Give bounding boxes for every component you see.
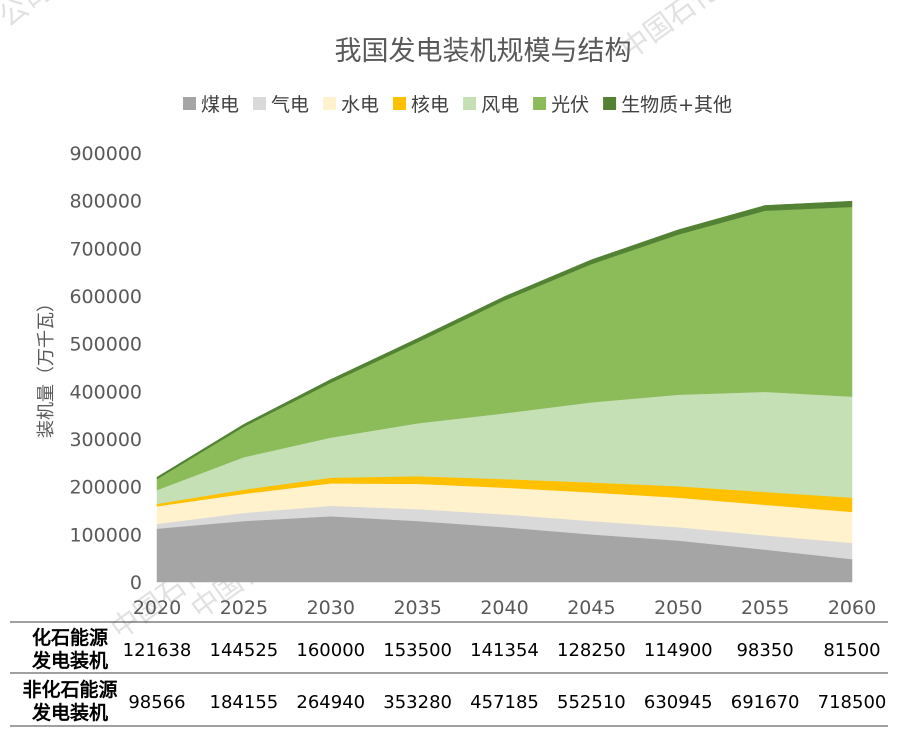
table-cell: 552510 xyxy=(557,692,626,713)
x-tick-label: 2060 xyxy=(828,597,876,619)
table-cell: 264940 xyxy=(296,692,365,713)
table-row-label: 发电装机 xyxy=(31,649,108,672)
x-tick-label: 2030 xyxy=(307,597,355,619)
area-生物质+其他 xyxy=(156,200,853,480)
table-row-label: 化石能源 xyxy=(32,626,108,649)
table-cell: 141354 xyxy=(470,640,539,661)
table-cell: 121638 xyxy=(123,640,192,661)
table-cell: 691670 xyxy=(731,692,800,713)
x-tick-label: 2050 xyxy=(654,597,702,619)
table-row-label: 发电装机 xyxy=(31,701,108,724)
y-tick-label: 800000 xyxy=(69,191,142,213)
legend-swatch xyxy=(463,97,477,110)
x-axis-ticks: 2020 2025 2030 2035 2040 2045 2050 2055 2060 xyxy=(133,597,876,619)
watermark-text: 公司 xyxy=(0,0,57,34)
table-cell: 353280 xyxy=(383,692,452,713)
legend-swatch xyxy=(183,97,196,110)
legend-label: 水电 xyxy=(341,94,379,116)
series-areas xyxy=(156,200,853,583)
legend-label: 光伏 xyxy=(551,94,589,116)
legend-swatch xyxy=(253,97,267,110)
y-axis-ticks: 0 100000 200000 300000 400000 500000 600000 700… xyxy=(69,143,142,594)
y-tick-label: 400000 xyxy=(69,381,142,403)
x-tick-label: 2035 xyxy=(393,597,441,619)
table-cell: 98350 xyxy=(736,640,793,661)
x-tick-label: 2040 xyxy=(480,597,528,619)
y-tick-label: 500000 xyxy=(69,334,142,356)
y-tick-label: 700000 xyxy=(69,238,142,260)
table-cell: 457185 xyxy=(470,692,539,713)
y-tick-label: 600000 xyxy=(69,286,142,308)
table-cell: 184155 xyxy=(210,692,279,713)
table-cell: 81500 xyxy=(823,640,880,661)
y-tick-label: 200000 xyxy=(69,477,142,499)
legend-label: 气电 xyxy=(271,94,309,116)
y-tick-label: 300000 xyxy=(69,429,142,451)
legend-label: 核电 xyxy=(411,94,449,116)
table-cell: 153500 xyxy=(383,640,452,661)
y-tick-label: 900000 xyxy=(69,143,142,165)
table-row-label: 非化石能源 xyxy=(22,678,117,701)
x-tick-label: 2055 xyxy=(741,597,789,619)
table-cell: 98566 xyxy=(128,692,185,713)
y-tick-label: 100000 xyxy=(69,524,142,546)
table-cell: 630945 xyxy=(644,692,713,713)
table-cell: 114900 xyxy=(644,640,713,661)
table-cell: 718500 xyxy=(818,692,887,713)
legend-label: 风电 xyxy=(481,94,519,116)
x-tick-label: 2045 xyxy=(567,597,615,619)
legend-label: 煤电 xyxy=(201,94,239,116)
legend-swatch xyxy=(533,97,547,110)
x-tick-label: 2025 xyxy=(220,597,268,619)
x-tick-label: 2020 xyxy=(133,597,181,619)
legend-label: 生物质+其他 xyxy=(621,94,732,116)
legend-swatch xyxy=(323,97,337,110)
table-cell: 144525 xyxy=(210,640,279,661)
legend-swatch xyxy=(603,97,617,110)
table-cell: 160000 xyxy=(296,640,365,661)
y-axis-label: 装机量（万千瓦） xyxy=(36,294,57,438)
y-tick-label: 0 xyxy=(130,572,142,594)
legend: 煤电 气电 水电 核电 风电 光伏 生物质+其他 xyxy=(183,94,732,116)
chart-title: 我国发电装机规模与结构 xyxy=(335,36,632,67)
table-cell: 128250 xyxy=(557,640,626,661)
legend-swatch xyxy=(393,97,407,110)
